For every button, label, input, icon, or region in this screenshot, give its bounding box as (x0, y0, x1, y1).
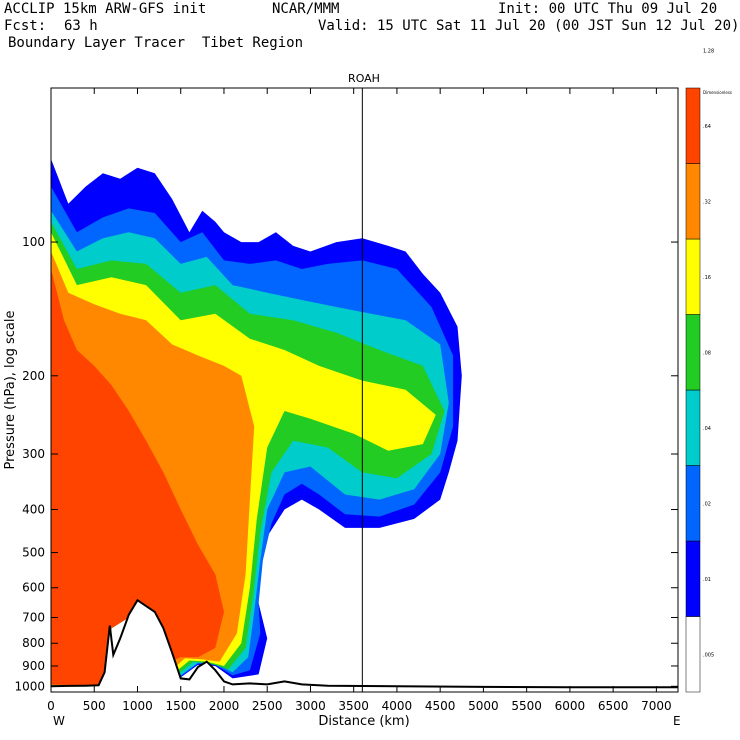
fcst-label: Fcst: (4, 18, 47, 34)
x-tick-label: 0 (47, 699, 55, 713)
terrain-layer (51, 598, 678, 692)
plot-frame (50, 87, 679, 693)
model-label: ACCLIP 15km ARW-GFS init (4, 1, 207, 17)
terrain-line (51, 598, 678, 689)
y-tick-label: 900 (22, 659, 45, 673)
colorbar-level-label: .32 (703, 199, 711, 205)
x-tick-label: 4500 (425, 699, 456, 713)
y-tick-label: 1000 (14, 679, 45, 693)
chart-title: ROAH (348, 72, 380, 85)
colorbar-swatch (685, 465, 701, 542)
y-tick-label: 700 (22, 610, 45, 624)
colorbar-swatch (685, 540, 701, 617)
x-right-label: E (673, 714, 681, 728)
x-tick-label: 6500 (598, 699, 629, 713)
colorbar-swatch (685, 163, 701, 240)
x-tick-label: 4000 (382, 699, 413, 713)
x-tick-label: 500 (83, 699, 106, 713)
colorbar-swatch (685, 87, 701, 164)
y-tick-label: 200 (22, 369, 45, 383)
tracer-fill-layer (51, 158, 462, 687)
x-left-label: W (53, 714, 65, 728)
colorbar-level-label: .005 (703, 652, 714, 658)
colorbar-unit: Dimensionless (703, 90, 732, 95)
x-axis-label: Distance (km) (318, 714, 409, 729)
colorbar-level-label: .04 (703, 426, 711, 432)
x-tick-label: 5000 (468, 699, 499, 713)
y-tick-label: 500 (22, 546, 45, 560)
y-tick-label: 300 (22, 447, 45, 461)
x-tick-label: 2000 (209, 699, 240, 713)
x-tick-label: 1500 (165, 699, 196, 713)
y-tick-label: 600 (22, 581, 45, 595)
terrain-fill (51, 600, 678, 692)
x-tick-label: 7000 (641, 699, 672, 713)
field-label: Boundary Layer Tracer Tibet Region (8, 35, 304, 51)
colorbar-swatch (685, 389, 701, 466)
colorbar-swatch (685, 314, 701, 391)
y-axis-label: Pressure (hPa), log scale (3, 311, 18, 470)
colorbar-level-label: .64 (703, 124, 711, 130)
colorbar-swatch (685, 238, 701, 315)
colorbar-level-label: .02 (703, 501, 711, 507)
colorbar-level-label: .16 (703, 275, 711, 281)
colorbar-level-label: .08 (703, 350, 711, 356)
x-tick-label: 3000 (295, 699, 326, 713)
colorbar-swatch (685, 616, 701, 693)
colorbar: .005.01.02.04.08.16.32.641.282.56Dimensi… (685, 48, 732, 693)
x-tick-label: 2500 (252, 699, 283, 713)
tracer-region-6 (51, 269, 224, 686)
valid-label: Valid: 15 UTC Sat 11 Jul 20 (00 JST Sun … (318, 18, 740, 34)
x-tick-label: 5500 (511, 699, 542, 713)
x-tick-label: 6000 (555, 699, 586, 713)
y-tick-label: 100 (22, 235, 45, 249)
y-axis: 100 200 300 400 500 600 700 800 900 1000 (14, 235, 678, 693)
y-tick-label: 800 (22, 636, 45, 650)
init-label: Init: 00 UTC Thu 09 Jul 20 (498, 1, 718, 17)
x-tick-label: 1000 (122, 699, 153, 713)
center-label: NCAR/MMM (272, 1, 340, 17)
colorbar-level-label: .01 (703, 577, 711, 583)
x-tick-label: 3500 (338, 699, 369, 713)
y-tick-label: 400 (22, 503, 45, 517)
colorbar-level-label: 1.28 (703, 48, 714, 54)
x-axis: 0 500 1000 1500 2000 2500 3000 3500 4000 4500 5000… (47, 88, 672, 713)
fcst-value: 63 h (64, 18, 98, 34)
